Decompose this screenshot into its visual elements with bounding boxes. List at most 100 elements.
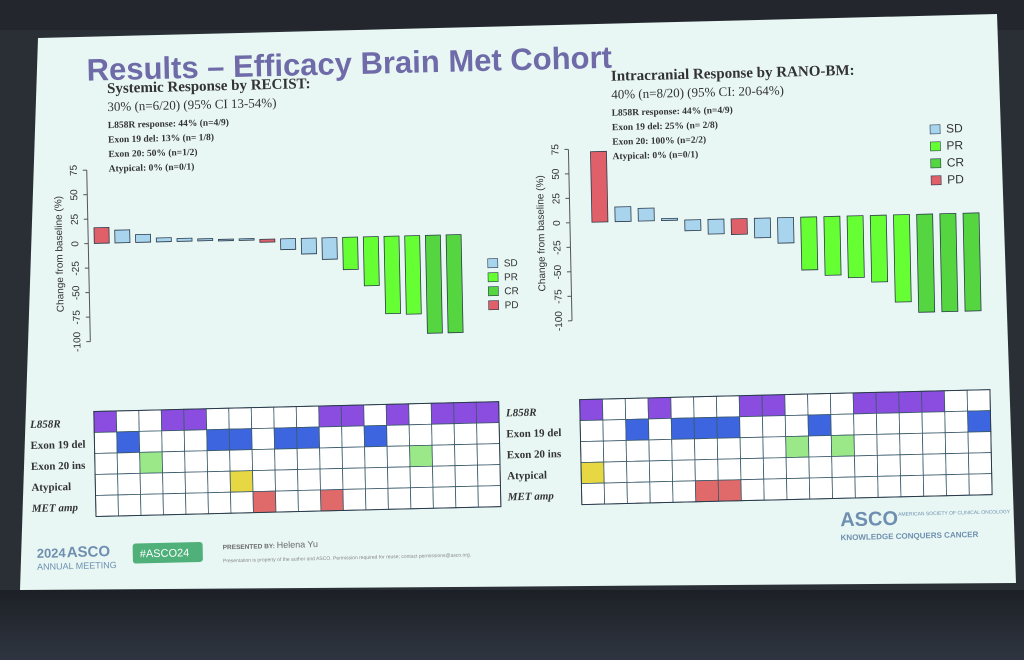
mutation-cell <box>831 455 856 478</box>
waterfall-bar <box>362 236 380 287</box>
mutation-cell <box>807 393 832 416</box>
mutation-cell <box>922 474 947 497</box>
mutation-row-label: Exon 20 ins <box>507 448 562 461</box>
mutation-cell <box>363 424 388 448</box>
mutation-cell <box>808 435 833 458</box>
mutation-cell <box>579 419 604 443</box>
waterfall-bar <box>730 218 748 235</box>
mutation-cell <box>854 454 879 478</box>
mutation-cell <box>230 491 254 514</box>
mutation-cell <box>385 403 410 426</box>
mutation-cell <box>716 437 741 460</box>
mutation-cell <box>387 466 411 489</box>
mutation-cell <box>830 434 855 457</box>
mutation-cell <box>808 477 833 500</box>
mutation-cell <box>602 398 627 421</box>
mutation-cell <box>693 416 718 440</box>
mutation-cell <box>275 490 299 513</box>
legend-label: PD <box>505 300 519 311</box>
waterfall-bar <box>404 235 422 315</box>
legend-swatch <box>488 300 500 311</box>
response-note: Exon 19 del: 25% (n= 2/8) <box>612 120 718 134</box>
y-tick-label: 0 <box>552 220 563 226</box>
legend-swatch <box>930 141 941 152</box>
mutation-cell <box>784 393 809 417</box>
mutation-cell <box>830 413 855 436</box>
mutation-row-label: L858R <box>29 418 61 431</box>
mutation-cell <box>898 390 923 414</box>
mutation-cell <box>93 410 118 433</box>
legend-swatch <box>487 286 499 297</box>
mutation-cell <box>672 480 697 503</box>
waterfall-bar <box>135 233 152 243</box>
footer-year: 2024 <box>37 545 67 561</box>
mutation-cell <box>432 486 457 509</box>
legend-label: PR <box>504 272 518 283</box>
mutation-cell <box>386 445 411 468</box>
mutation-cell <box>831 476 856 499</box>
mutation-cell <box>477 464 501 487</box>
mutation-cell <box>115 409 140 433</box>
mutation-cell <box>160 408 185 432</box>
mutation-cell <box>432 465 456 488</box>
waterfall-bar <box>684 219 702 232</box>
footer-asco-right-logo: ASCO <box>840 508 898 531</box>
mutation-cell <box>602 440 627 463</box>
response-note: Atypical: 0% (n=0/1) <box>612 149 698 162</box>
waterfall-bar <box>753 217 772 239</box>
waterfall-bar <box>939 212 959 313</box>
mutation-cell <box>647 396 672 420</box>
chart-title: Systemic Response by RECIST: <box>107 76 311 97</box>
y-axis-line <box>86 170 91 342</box>
mutation-cell <box>273 406 298 429</box>
mutation-cell <box>968 473 993 496</box>
response-note: L858R response: 44% (n=4/9) <box>612 105 733 119</box>
response-note: Exon 20: 50% (n=1/2) <box>108 147 197 160</box>
mutation-cell <box>966 389 991 412</box>
mutation-cell <box>320 489 344 512</box>
mutation-cell <box>967 410 992 433</box>
waterfall-bar <box>893 214 912 303</box>
hashtag-badge <box>132 541 203 564</box>
mutation-cell <box>762 457 787 480</box>
mutation-cell <box>943 389 968 413</box>
mutation-cell <box>807 414 832 437</box>
mutation-cell <box>648 459 673 483</box>
mutation-cell <box>116 451 141 475</box>
mutation-cell <box>900 474 925 498</box>
mutation-cell <box>694 458 719 482</box>
mutation-cell <box>341 425 366 448</box>
mutation-row-label: Atypical <box>31 481 71 494</box>
legend-swatch <box>487 272 499 283</box>
mutation-cell <box>624 397 649 420</box>
mutation-cell <box>319 468 344 491</box>
legend-label: PD <box>947 172 964 186</box>
mutation-row-label: Exon 19 del <box>506 427 561 440</box>
mutation-cell <box>899 432 924 456</box>
mutation-cell <box>763 478 788 501</box>
mutation-cell <box>945 452 970 476</box>
mutation-cell <box>408 423 433 447</box>
mutation-cell <box>138 430 163 453</box>
mutation-cell <box>922 453 947 476</box>
legend-swatch <box>487 258 499 269</box>
waterfall-bar <box>637 207 655 222</box>
y-tick-label: -25 <box>71 261 82 276</box>
mutation-cell <box>580 461 605 485</box>
mutation-cell <box>229 449 253 472</box>
mutation-cell <box>761 394 786 417</box>
mutation-cell <box>739 436 764 460</box>
mutation-cell <box>228 407 253 430</box>
mutation-cell <box>853 433 878 457</box>
mutation-cell <box>184 471 209 494</box>
y-tick-label: 0 <box>70 241 81 247</box>
waterfall-bar <box>869 214 889 283</box>
mutation-cell <box>94 452 119 475</box>
mutation-cell <box>476 422 500 445</box>
waterfall-bar <box>238 238 255 241</box>
mutation-cell <box>183 408 208 431</box>
mutation-cell <box>94 473 119 496</box>
mutation-cell <box>921 390 946 413</box>
waterfall-bar <box>155 237 172 243</box>
mutation-cell <box>297 468 321 491</box>
